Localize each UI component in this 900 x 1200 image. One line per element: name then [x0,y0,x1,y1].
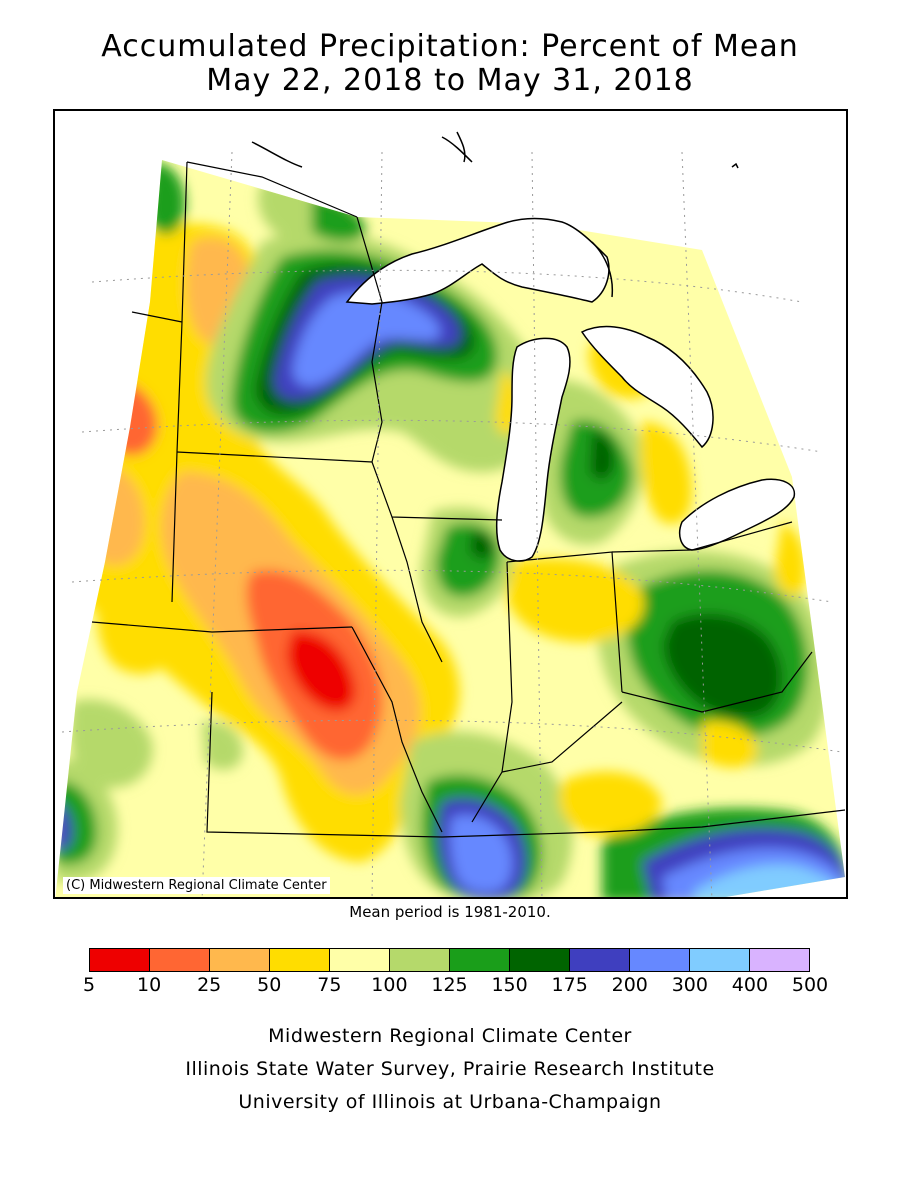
legend-swatch [210,949,270,971]
credits: Midwestern Regional Climate Center Illin… [0,1020,900,1119]
legend-label: 300 [671,974,708,996]
precipitation-map: (C) Midwestern Regional Climate Center [53,109,848,899]
graticule [61,151,843,897]
map-date-range: May 22, 2018 to May 31, 2018 [206,63,694,98]
legend-swatch [570,949,630,971]
legend-label: 175 [551,974,588,996]
legend-swatch [150,949,210,971]
legend-swatch [630,949,690,971]
state-boundaries [91,161,846,838]
mean-period-note: Mean period is 1981-2010. [349,903,551,921]
legend-swatch [330,949,390,971]
legend-label: 150 [491,974,528,996]
color-legend [89,948,810,972]
legend-swatch [390,949,450,971]
credit-line-3: University of Illinois at Urbana-Champai… [238,1091,662,1113]
copyright-notice: (C) Midwestern Regional Climate Center [63,877,330,894]
legend-label: 10 [136,974,162,996]
legend-label: 500 [791,974,829,996]
credit-line-2: Illinois State Water Survey, Prairie Res… [185,1058,715,1080]
canada-outline [251,131,739,298]
legend-swatch [90,949,150,971]
legend-swatch [510,949,570,971]
map-title: Accumulated Precipitation: Percent of Me… [101,29,799,64]
legend-swatch [450,949,510,971]
legend-label: 75 [317,974,342,996]
legend-label: 200 [611,974,648,996]
legend-label: 5 [82,974,96,996]
legend-swatch [690,949,750,971]
legend-label: 125 [431,974,468,996]
legend-label: 25 [197,974,222,996]
legend-swatch [270,949,330,971]
legend-labels: 5 10 25 50 75 100 125 150 175 200 300 400 500 [0,974,900,998]
credit-line-1: Midwestern Regional Climate Center [268,1025,632,1047]
map-canvas [55,111,846,897]
legend-swatch [750,949,809,971]
legend-label: 100 [371,974,408,996]
legend-label: 50 [257,974,282,996]
legend-label: 400 [731,974,769,996]
great-lakes [345,217,796,562]
